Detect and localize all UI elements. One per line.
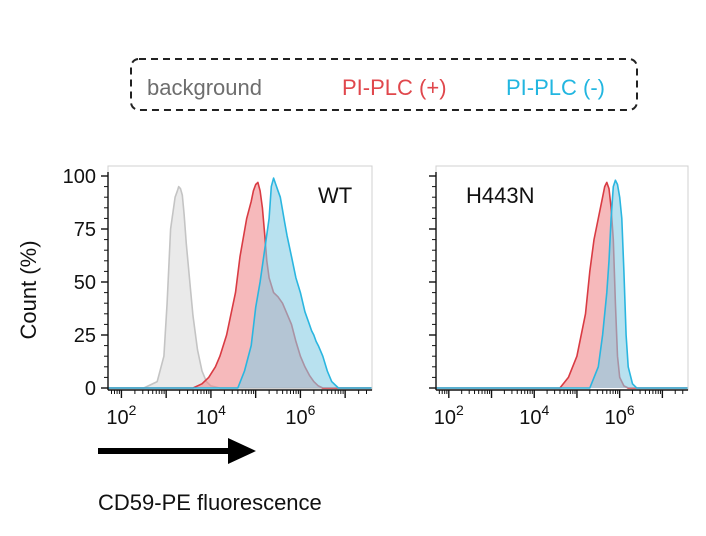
legend: background PI-PLC (+) PI-PLC (-) (130, 58, 638, 111)
panel-title-wt: WT (318, 183, 352, 208)
legend-frame (130, 58, 638, 111)
histogram-outline-pi-plc (436, 181, 688, 389)
x-tick-label: 106 (605, 402, 635, 429)
x-tick-label: 106 (285, 402, 315, 429)
histogram-outline-pi-plc (108, 177, 372, 389)
y-tick-label: 50 (74, 272, 96, 294)
histogram-outline-pi-plc (436, 179, 688, 389)
x-tick-label: 102 (434, 402, 464, 429)
x-tick-label: 102 (106, 402, 136, 429)
y-axis-label: Count (%) (16, 240, 41, 339)
y-tick-label: 25 (74, 325, 96, 347)
y-tick-label: 100 (63, 166, 96, 188)
arrow-icon (98, 438, 256, 464)
histogram-area-background (108, 186, 372, 388)
x-tick-label: 104 (196, 402, 226, 429)
panel-h443n: 102 104 106 H443N (429, 165, 689, 429)
axes-h443n: 102 104 106 (429, 165, 689, 429)
x-axis-label: CD59-PE fluorescence (98, 490, 322, 515)
histogram-area-pi-plc (436, 180, 688, 388)
histogram-area-pi-plc (436, 182, 688, 388)
histogram-outline-background (108, 185, 372, 389)
panel-wt: 0 25 50 75 100 102 104 106 WT (63, 165, 373, 429)
legend-label-pi-plc-plus: PI-PLC (+) (342, 75, 447, 100)
histogram-areas-wt (108, 177, 372, 389)
panel-title-h443n: H443N (466, 183, 534, 208)
histogram-areas-h443n (436, 179, 688, 389)
y-tick-label: 75 (74, 219, 96, 241)
legend-label-background: background (147, 75, 262, 100)
legend-label-pi-plc-minus: PI-PLC (-) (506, 75, 605, 100)
x-tick-label: 104 (519, 402, 549, 429)
histogram-area-pi-plc (108, 178, 372, 388)
axes-wt: 0 25 50 75 100 102 104 106 (63, 165, 373, 429)
histogram-area-pi-plc (108, 182, 372, 388)
y-tick-label: 0 (85, 378, 96, 400)
